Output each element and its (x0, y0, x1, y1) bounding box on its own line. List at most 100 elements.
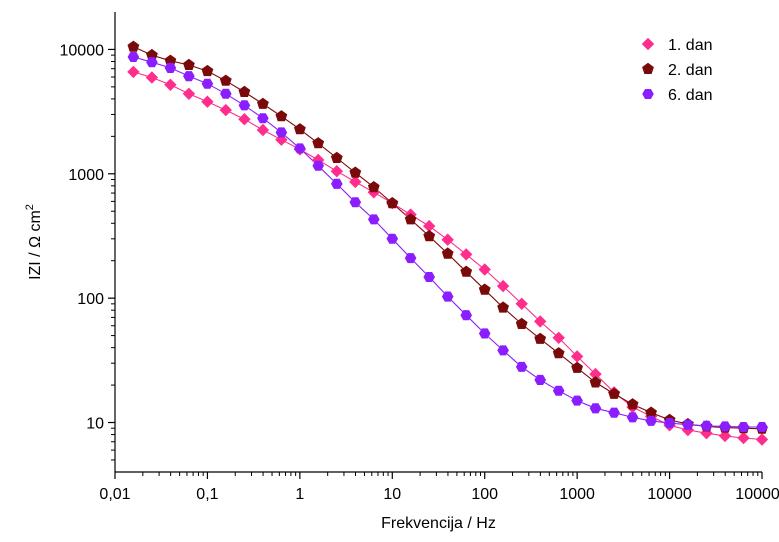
data-point-series-2 (219, 74, 232, 86)
y-axis-title-superscript: 2 (24, 204, 36, 210)
data-point-series-3 (626, 412, 639, 423)
y-axis-title: IZI / Ω cm2 (24, 204, 44, 280)
data-point-series-3 (478, 328, 491, 339)
data-point-series-1 (127, 65, 140, 79)
data-point-series-3 (423, 272, 435, 282)
data-point-series-2 (552, 347, 565, 359)
data-point-series-1 (256, 123, 270, 137)
x-axis-title: Frekvencija / Hz (381, 515, 496, 532)
data-point-series-1 (182, 87, 196, 100)
data-point-series-3 (552, 385, 565, 396)
data-point-series-3 (534, 374, 546, 385)
data-point-series-3 (238, 100, 251, 111)
data-point-series-2 (127, 40, 140, 52)
x-tick-label: 1 (295, 486, 304, 503)
data-point-series-2 (238, 85, 251, 97)
data-point-series-2 (312, 137, 325, 149)
data-markers (127, 40, 769, 446)
x-tick-label: 0,1 (196, 486, 218, 503)
data-point-series-3 (146, 57, 158, 68)
data-point-series-3 (441, 291, 454, 302)
data-point-series-3 (294, 143, 306, 154)
legend-label: 2. dan (668, 62, 712, 79)
data-point-series-1 (534, 315, 547, 328)
data-point-series-2 (645, 406, 657, 418)
data-point-series-2 (478, 283, 491, 295)
legend-label: 1. dan (668, 37, 712, 54)
data-point-series-3 (460, 310, 472, 321)
data-point-series-1 (496, 279, 510, 293)
data-point-series-2 (534, 332, 547, 344)
data-point-series-1 (737, 431, 750, 445)
data-point-series-2 (608, 387, 620, 399)
y-axis-ticks: 10 100 1000 10000 (60, 42, 115, 461)
data-point-series-3 (404, 253, 417, 264)
data-point-series-2 (201, 64, 214, 77)
data-point-series-1 (349, 175, 362, 189)
data-point-series-3 (127, 51, 140, 62)
data-point-series-2 (441, 247, 454, 259)
data-point-series-1 (515, 297, 528, 310)
x-tick-label: 100 (471, 486, 498, 503)
data-point-series-2 (367, 181, 380, 193)
data-point-series-3 (719, 421, 731, 432)
data-point-series-1 (201, 95, 214, 108)
y-tick-label: 1000 (68, 167, 104, 184)
axes (114, 12, 762, 473)
data-point-series-3 (331, 178, 343, 189)
data-point-series-2 (404, 213, 417, 225)
data-point-series-3 (386, 233, 399, 244)
data-point-series-1 (552, 331, 565, 344)
data-point-series-2 (589, 376, 602, 388)
x-tick-label: 0,01 (99, 486, 130, 503)
data-point-series-3 (497, 345, 509, 356)
legend: 1. dan 2. dan 6. dan (641, 37, 712, 104)
data-point-series-1 (219, 103, 232, 117)
data-point-series-3 (312, 160, 324, 171)
data-point-series-3 (164, 62, 177, 73)
x-axis-ticks: 0,01 0,1 1 10 100 1000 10000 100000 (99, 472, 779, 503)
data-point-series-3 (220, 88, 232, 99)
data-point-series-3 (645, 415, 657, 426)
data-point-series-1 (718, 429, 732, 443)
data-point-series-2 (497, 301, 509, 313)
y-tick-label: 10 (86, 416, 104, 433)
y-tick-label: 100 (77, 291, 104, 308)
data-point-series-1 (460, 248, 473, 261)
data-point-series-1 (478, 263, 491, 276)
data-point-series-2 (423, 230, 436, 242)
data-point-series-1 (164, 78, 177, 91)
data-point-series-2 (386, 197, 399, 209)
data-point-series-1 (755, 433, 769, 446)
data-point-series-2 (183, 58, 195, 70)
data-point-series-2 (330, 151, 343, 163)
data-point-series-1 (423, 219, 436, 233)
data-point-series-3 (700, 420, 713, 431)
data-point-series-1 (589, 367, 602, 381)
x-tick-label: 10000 (647, 486, 692, 503)
data-point-series-3 (201, 78, 214, 89)
y-axis-title-main: IZI / Ω cm (27, 210, 44, 280)
y-tick-label: 10000 (60, 42, 105, 59)
legend-marker-series-2 (642, 62, 654, 74)
data-point-series-2 (460, 265, 473, 277)
data-point-series-2 (275, 110, 288, 122)
data-point-series-1 (238, 113, 251, 126)
data-point-series-2 (626, 398, 639, 410)
data-point-series-3 (608, 407, 620, 418)
data-point-series-3 (737, 422, 750, 432)
x-tick-label: 10 (383, 486, 401, 503)
data-point-series-3 (257, 113, 269, 124)
data-point-series-3 (756, 422, 768, 432)
data-point-series-3 (515, 361, 528, 372)
data-point-series-1 (441, 233, 454, 246)
data-point-series-3 (571, 395, 583, 406)
data-point-series-3 (368, 214, 380, 225)
data-point-series-1 (330, 165, 343, 178)
x-tick-label: 1000 (559, 486, 595, 503)
data-point-series-2 (571, 361, 583, 373)
data-point-series-2 (294, 123, 306, 135)
data-point-series-3 (663, 418, 676, 429)
x-tick-label: 100000 (735, 486, 779, 503)
